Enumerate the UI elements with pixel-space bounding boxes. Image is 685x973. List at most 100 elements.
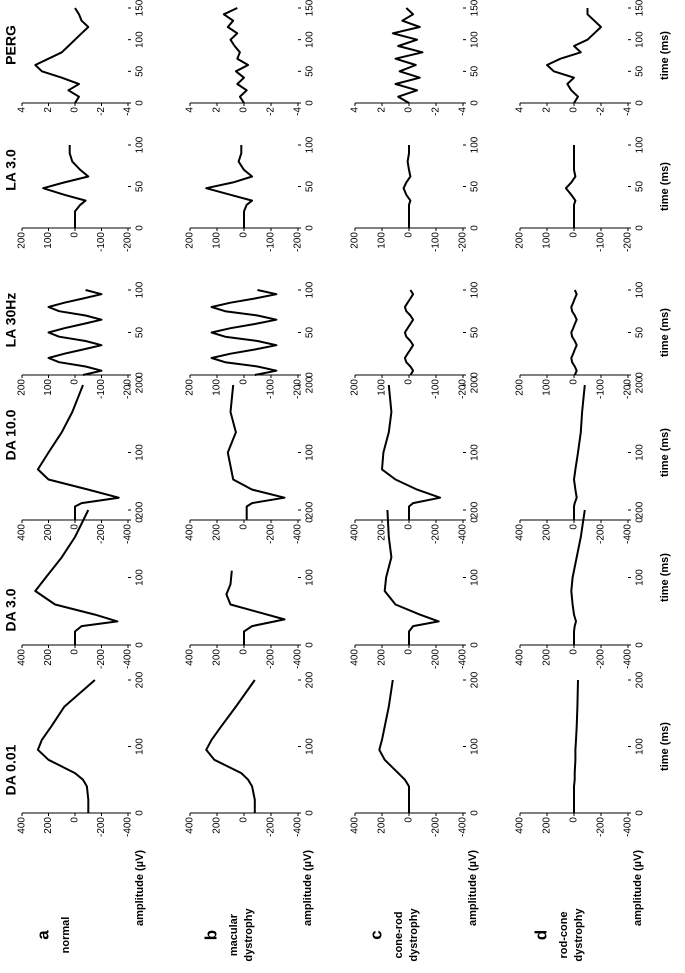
y-tick-label: 100 [377, 379, 388, 396]
y-tick-label: 0 [404, 107, 415, 113]
waveform [205, 679, 256, 813]
x-tick-label: 0 [470, 100, 481, 106]
x-tick-label: 50 [305, 65, 316, 77]
y-tick-label: 0 [70, 649, 81, 655]
y-tick-label: 400 [185, 524, 196, 541]
x-tick-label: 0 [135, 100, 146, 106]
x-tick-label: 0 [635, 642, 646, 648]
x-tick-label: 0 [470, 372, 481, 378]
x-tick-label: 50 [305, 327, 316, 339]
row-name: rod-cone [558, 911, 570, 958]
x-tick-label: 100 [470, 569, 481, 586]
row-letter: c [366, 930, 385, 939]
y-tick-label: 0 [239, 524, 250, 530]
y-tick-label: -4 [123, 107, 134, 116]
x-tick-label: 0 [470, 517, 481, 523]
y-tick-label: -100 [596, 379, 607, 399]
y-tick-label: 100 [212, 379, 223, 396]
x-tick-label: 200 [635, 671, 646, 688]
y-tick-label: 200 [185, 232, 196, 249]
x-tick-label: 50 [470, 181, 481, 193]
y-tick-label: 400 [185, 817, 196, 834]
x-tick-label: 50 [135, 65, 146, 77]
y-tick-label: -200 [266, 817, 277, 837]
x-tick-label: 0 [470, 810, 481, 816]
x-tick-label: 100 [470, 31, 481, 48]
x-tick-label: 100 [635, 31, 646, 48]
x-tick-label: 100 [135, 738, 146, 755]
y-tick-label: -200 [431, 649, 442, 669]
row-letter: a [33, 930, 52, 940]
x-tick-label: 100 [135, 444, 146, 461]
y-tick-label: 0 [70, 232, 81, 238]
x-tick-label: 100 [305, 136, 316, 153]
y-tick-label: -200 [596, 649, 607, 669]
y-tick-label: -4 [293, 107, 304, 116]
x-tick-label: 50 [635, 327, 646, 339]
y-tick-label: 100 [212, 232, 223, 249]
y-tick-label: 200 [17, 379, 28, 396]
x-tick-label: 0 [305, 517, 316, 523]
y-tick-label: 400 [350, 817, 361, 834]
x-tick-label: 50 [135, 181, 146, 193]
y-tick-label: 400 [515, 649, 526, 666]
x-tick-label: 50 [470, 65, 481, 77]
column-title: LA 3.0 [3, 149, 19, 191]
x-tick-label: 200 [470, 671, 481, 688]
waveform [222, 7, 250, 104]
y-tick-label: 2 [43, 107, 54, 113]
y-tick-label: 200 [43, 524, 54, 541]
x-tick-label: 100 [635, 281, 646, 298]
y-tick-label: -100 [596, 232, 607, 252]
y-tick-label: 400 [350, 649, 361, 666]
x-tick-label: 0 [470, 225, 481, 231]
y-tick-label: 200 [377, 817, 388, 834]
y-tick-label: -200 [458, 379, 469, 399]
x-tick-label: 100 [305, 31, 316, 48]
x-tick-label: 100 [635, 738, 646, 755]
y-tick-label: -200 [266, 649, 277, 669]
waveform [383, 509, 440, 645]
waveform [546, 8, 602, 104]
waveform [34, 509, 119, 645]
y-tick-label: 0 [70, 107, 81, 113]
y-tick-label: 0 [404, 649, 415, 655]
y-tick-label: 0 [569, 524, 580, 530]
figure-body: DA 0.01 DA 3.0 DA 10.0 LA 30Hz LA 3.0 PERG a no… [3, 0, 671, 962]
y-tick-label: -400 [293, 524, 304, 544]
waveform [47, 289, 103, 376]
row-name: macular [228, 913, 240, 956]
y-tick-label: 0 [404, 232, 415, 238]
waveform [205, 145, 254, 228]
y-tick-label: -200 [266, 524, 277, 544]
y-tick-label: -200 [431, 817, 442, 837]
y-tick-label: 0 [70, 817, 81, 823]
x-tick-label: 200 [635, 376, 646, 393]
x-tick-label: 0 [305, 225, 316, 231]
y-tick-label: 200 [542, 524, 553, 541]
x-tick-label: 100 [305, 738, 316, 755]
y-tick-label: 100 [542, 232, 553, 249]
x-tick-label: 0 [635, 100, 646, 106]
y-tick-label: -100 [96, 232, 107, 252]
y-tick-label: 200 [43, 649, 54, 666]
y-tick-label: 200 [542, 817, 553, 834]
x-tick-label: 0 [635, 810, 646, 816]
x-tick-label: 0 [305, 810, 316, 816]
y-tick-label: 0 [569, 817, 580, 823]
y-tick-label: 200 [212, 649, 223, 666]
y-tick-label: 400 [17, 649, 28, 666]
y-tick-label: 0 [404, 379, 415, 385]
y-tick-label: -400 [623, 649, 634, 669]
y-tick-label: 200 [515, 379, 526, 396]
y-tick-label: -200 [123, 379, 134, 399]
y-tick-label: -100 [266, 232, 277, 252]
x-tick-label: 0 [635, 225, 646, 231]
column-title: DA 0.01 [3, 744, 19, 795]
x-axis-label: time (ms) [659, 553, 671, 602]
waveform [36, 384, 120, 520]
y-tick-label: 200 [185, 379, 196, 396]
x-tick-label: 150 [635, 0, 646, 16]
y-tick-label: -100 [96, 379, 107, 399]
